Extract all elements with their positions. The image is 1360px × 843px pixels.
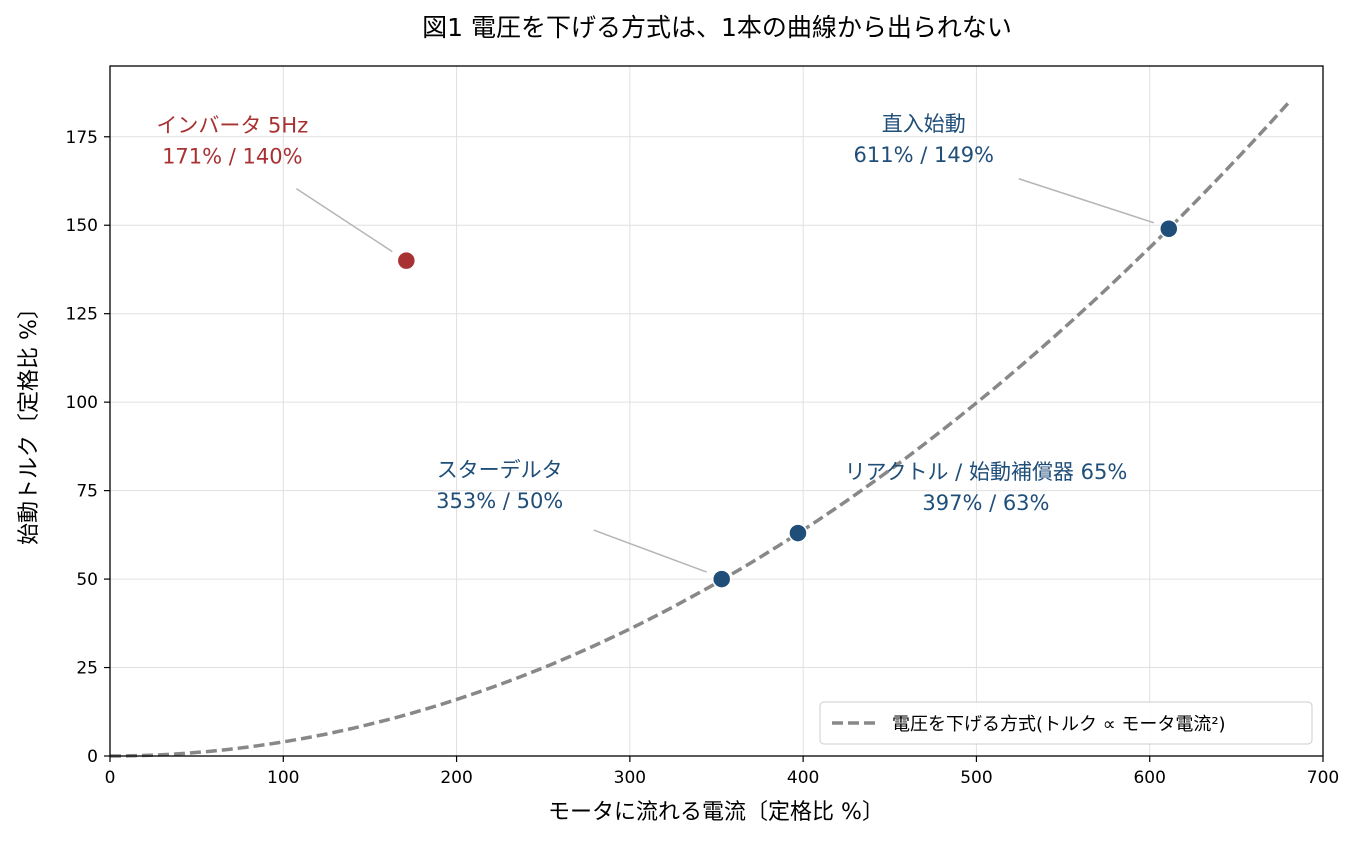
x-tick-label: 100 — [267, 768, 299, 788]
plot-frame — [109, 65, 1324, 757]
x-tick-label: 200 — [440, 768, 472, 788]
legend-box — [819, 701, 1313, 745]
point-name-label: インバータ 5Hz — [156, 114, 308, 138]
annotation-connector — [295, 187, 393, 253]
y-tick-label: 125 — [66, 305, 98, 325]
legend-label: 電圧を下げる方式(トルク ∝ モータ電流²) — [892, 714, 1226, 735]
data-point — [1159, 219, 1179, 239]
annotation-connector — [593, 529, 707, 573]
annotation-connector — [1018, 178, 1155, 224]
y-tick-label: 25 — [76, 659, 98, 679]
y-tick-label: 100 — [66, 393, 98, 413]
x-axis-ticks: 0 100 200 300 400 500 600 700 — [105, 756, 1339, 788]
reference-curve — [110, 101, 1290, 758]
connector-layer — [295, 178, 1155, 573]
y-tick-label: 0 — [87, 747, 98, 767]
point-value-label: 171% / 140% — [162, 145, 303, 169]
x-tick-label: 400 — [787, 768, 819, 788]
point-name-label: 直入始動 — [882, 112, 966, 136]
point-value-label: 353% / 50% — [436, 489, 563, 513]
point-value-label: 397% / 63% — [922, 491, 1049, 515]
legend: 電圧を下げる方式(トルク ∝ モータ電流²) — [819, 701, 1313, 745]
y-tick-label: 150 — [66, 216, 98, 236]
x-tick-label: 300 — [614, 768, 646, 788]
point-value-label: 611% / 149% — [854, 143, 995, 167]
x-tick-label: 0 — [105, 768, 116, 788]
point-name-label: スターデルタ — [437, 458, 563, 482]
x-tick-label: 700 — [1307, 768, 1339, 788]
curve-layer — [110, 101, 1290, 758]
x-tick-label: 600 — [1133, 768, 1165, 788]
x-axis-label: モータに流れる電流〔定格比 %〕 — [548, 800, 884, 825]
y-axis-ticks: 0 25 50 75 100 125 150 175 — [66, 128, 110, 767]
chart-title: 図1 電圧を下げる方式は、1本の曲線から出られない — [422, 13, 1012, 42]
y-tick-label: 50 — [76, 570, 98, 590]
annotation-layer: インバータ 5Hz 171% / 140% スターデルタ 353% / 50% リアクト… — [156, 112, 1127, 515]
data-point — [788, 523, 808, 543]
x-tick-label: 500 — [960, 768, 992, 788]
data-point — [711, 569, 732, 589]
point-name-label: リアクトル / 始動補償器 65% — [845, 460, 1128, 484]
y-axis-label: 始動トルク〔定格比 %〕 — [17, 297, 42, 545]
point-layer — [396, 219, 1179, 589]
y-tick-label: 75 — [76, 482, 98, 502]
y-tick-label: 175 — [66, 128, 98, 148]
data-point — [396, 250, 417, 271]
